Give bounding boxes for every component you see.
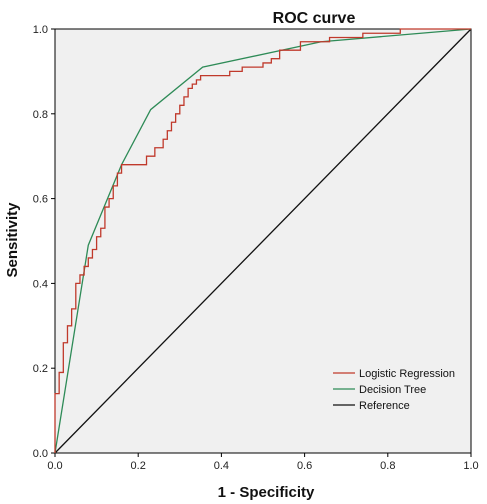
- x-tick-label: 0.0: [47, 460, 62, 472]
- y-tick-label: 0.8: [33, 109, 48, 121]
- series-layer: [54, 28, 472, 454]
- x-tick-label: 1.0: [463, 460, 478, 472]
- chart-title: ROC curve: [273, 10, 356, 27]
- legend-label-reference: Reference: [359, 400, 410, 412]
- y-tick-label: 0.0: [33, 448, 48, 460]
- y-tick-label: 0.4: [33, 278, 48, 290]
- x-axis-ticks: 0.0 0.2 0.4 0.6 0.8 1.0: [47, 453, 479, 472]
- x-tick-label: 0.8: [380, 460, 395, 472]
- x-axis-title: 1 - Specificity: [218, 484, 315, 501]
- x-tick-label: 0.6: [297, 460, 312, 472]
- legend-label-logistic-regression: Logistic Regression: [359, 368, 455, 380]
- y-tick-label: 0.6: [33, 194, 48, 206]
- y-tick-label: 0.2: [33, 363, 48, 375]
- y-axis-ticks: 0.0 0.2 0.4 0.6 0.8 1.0: [33, 24, 55, 460]
- x-tick-label: 0.4: [214, 460, 229, 472]
- legend-label-decision-tree: Decision Tree: [359, 384, 426, 396]
- y-tick-label: 1.0: [33, 24, 48, 36]
- series-line-logistic-regression: [54, 28, 471, 453]
- legend: Logistic Regression Decision Tree Referenc…: [333, 368, 455, 412]
- series-line-reference: [54, 28, 472, 454]
- x-tick-label: 0.2: [131, 460, 146, 472]
- y-axis-title: Sensitivity: [4, 202, 21, 278]
